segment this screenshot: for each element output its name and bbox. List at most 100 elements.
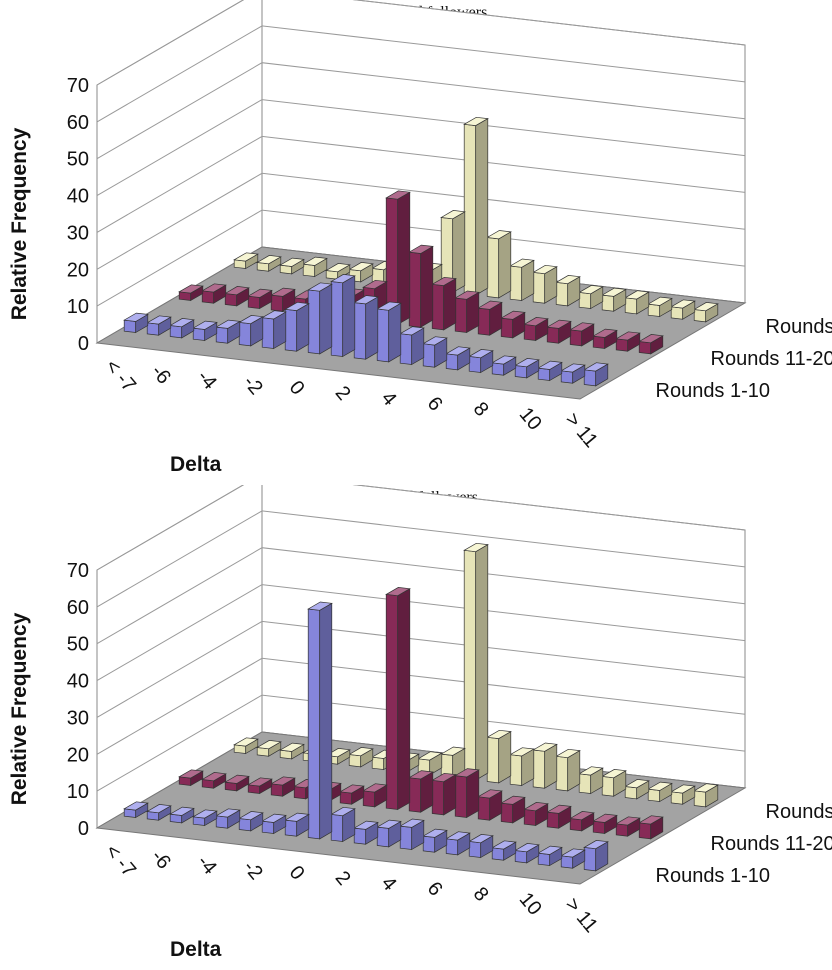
bar: [486, 230, 512, 299]
series-label: Rounds 21-30: [766, 316, 832, 338]
x-tick-label: 8: [469, 883, 493, 906]
bar: [233, 737, 259, 755]
gridline: [96, 172, 746, 270]
x-tick-label: 4: [377, 387, 401, 410]
bar: [408, 770, 434, 813]
bar: [215, 808, 241, 829]
gridline: [96, 584, 746, 682]
bar: [569, 322, 595, 347]
bar: [123, 312, 149, 334]
bar: [201, 772, 227, 789]
bar: [693, 302, 719, 323]
chart-informed-followers: Informed followers 010203040506070Rounds…: [0, 485, 832, 970]
gridline: [96, 620, 746, 718]
bar: [192, 320, 218, 342]
bar: [463, 116, 489, 296]
bar: [178, 284, 204, 302]
bar: [348, 262, 374, 283]
gridline: [96, 209, 746, 307]
bar: [270, 287, 296, 312]
x-tick-label: 10: [515, 403, 546, 434]
bar: [454, 290, 480, 334]
y-tick-label: 0: [78, 333, 89, 355]
gridline: [96, 25, 746, 123]
x-tick-label: 0: [285, 862, 309, 885]
bar: [491, 355, 517, 376]
bar: [546, 804, 572, 829]
y-tick-label: 40: [67, 671, 89, 693]
chart-uninformed-followers: Uninformed followers 010203040506070Roun…: [8, 0, 832, 476]
y-tick-label: 50: [67, 149, 89, 171]
bar: [224, 286, 250, 307]
bar: [509, 747, 535, 787]
gridline: [96, 135, 746, 233]
bar: [408, 244, 434, 328]
gridline: [96, 99, 746, 197]
x-tick-label: -6: [147, 846, 175, 874]
bar: [238, 315, 264, 347]
bar: [422, 828, 448, 853]
gridline: [96, 485, 746, 571]
bar: [523, 317, 549, 342]
bar: [302, 256, 328, 278]
bar: [500, 795, 526, 824]
bar: [279, 257, 305, 275]
bar: [445, 346, 471, 371]
y-tick-label: 70: [67, 75, 89, 97]
bar: [440, 746, 466, 779]
x-tick-label: > 11: [561, 409, 602, 452]
gridline: [96, 510, 746, 608]
bar: [339, 784, 365, 805]
bar: [146, 315, 172, 336]
bar: [514, 358, 540, 379]
bar: [224, 774, 250, 792]
bar: [560, 363, 586, 384]
y-tick-label: 70: [67, 560, 89, 582]
bar: [431, 772, 457, 816]
bar: [201, 283, 227, 304]
y-tick-label: 10: [67, 296, 89, 318]
bar: [578, 285, 604, 310]
bar: [256, 255, 282, 272]
bar: [509, 258, 535, 302]
y-tick-label: 20: [67, 259, 89, 281]
y-tick-label: 60: [67, 112, 89, 134]
bar: [270, 776, 296, 797]
bar: [560, 848, 586, 869]
bar: [169, 806, 195, 824]
bar: [670, 784, 696, 805]
series-label: Rounds 21-30: [766, 801, 832, 823]
bar: [431, 276, 457, 331]
bar: [362, 783, 388, 808]
bar: [307, 601, 333, 840]
bar: [583, 362, 609, 387]
x-tick-label: 4: [377, 872, 401, 895]
y-axis-label: Relative Frequency: [8, 127, 31, 320]
x-tick-label: -2: [239, 371, 267, 399]
bar: [330, 274, 356, 358]
bar: [624, 779, 650, 800]
series-label: Rounds 1-10: [656, 865, 771, 887]
bar: [693, 783, 719, 808]
x-tick-label: 2: [331, 382, 355, 405]
gridline: [96, 0, 746, 86]
x-tick-label: 6: [423, 878, 447, 901]
bar: [592, 328, 618, 350]
x-tick-label: -6: [147, 361, 175, 389]
gridline: [96, 547, 746, 645]
bar: [233, 252, 259, 270]
bar: [523, 802, 549, 827]
x-tick-label: 0: [285, 377, 309, 400]
bar: [353, 295, 379, 360]
bar: [546, 319, 572, 344]
bar: [537, 845, 563, 867]
x-tick-label: 10: [515, 888, 546, 919]
bar: [123, 801, 149, 819]
bar: [500, 310, 526, 339]
bar: [454, 768, 480, 819]
x-tick-label: < -7: [101, 840, 140, 881]
x-tick-label: -4: [193, 851, 221, 879]
bar: [624, 290, 650, 315]
y-tick-label: 0: [78, 818, 89, 840]
